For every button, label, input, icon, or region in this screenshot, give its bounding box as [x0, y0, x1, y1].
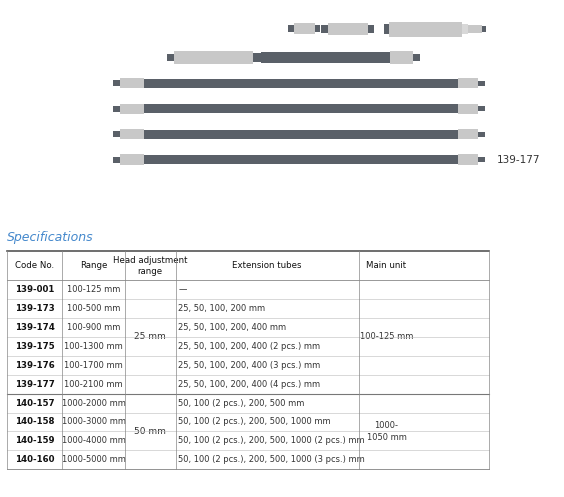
Text: 1000-2000 mm: 1000-2000 mm	[61, 399, 126, 408]
Bar	[113, 106, 120, 112]
Text: 50, 100 (2 pcs.), 200, 500, 1000 (3 pcs.) mm: 50, 100 (2 pcs.), 200, 500, 1000 (3 pcs.…	[178, 455, 365, 464]
Text: 25, 50, 100, 200, 400 (2 pcs.) mm: 25, 50, 100, 200, 400 (2 pcs.) mm	[178, 342, 320, 351]
Text: Range: Range	[80, 261, 107, 270]
Text: 50, 100 (2 pcs.), 200, 500 mm: 50, 100 (2 pcs.), 200, 500 mm	[178, 399, 305, 408]
Text: 139-177: 139-177	[15, 380, 55, 389]
Bar	[144, 130, 152, 139]
Text: 25, 50, 100, 200 mm: 25, 50, 100, 200 mm	[178, 304, 266, 313]
Text: 139-174: 139-174	[15, 323, 55, 332]
Text: Code No.: Code No.	[15, 261, 54, 270]
Text: 100-900 mm: 100-900 mm	[67, 323, 120, 332]
Text: Specifications: Specifications	[7, 231, 94, 244]
Bar	[482, 26, 486, 32]
Bar	[458, 129, 478, 139]
Bar	[478, 157, 485, 162]
Bar	[152, 79, 458, 88]
Text: 100-500 mm: 100-500 mm	[67, 304, 120, 313]
Bar	[144, 155, 152, 164]
Text: 139-173: 139-173	[15, 304, 54, 313]
Text: 50, 100 (2 pcs.), 200, 500, 1000 (2 pcs.) mm: 50, 100 (2 pcs.), 200, 500, 1000 (2 pcs.…	[178, 436, 365, 445]
Text: 140-157: 140-157	[15, 399, 54, 408]
Text: 25 mm: 25 mm	[134, 332, 166, 341]
Text: 50, 100 (2 pcs.), 200, 500, 1000 mm: 50, 100 (2 pcs.), 200, 500, 1000 mm	[178, 417, 331, 426]
Bar	[458, 104, 478, 114]
Text: Metric: Metric	[17, 238, 55, 248]
Bar	[113, 80, 120, 86]
Text: Head adjustment
range: Head adjustment range	[113, 256, 187, 276]
Bar	[152, 155, 458, 164]
Bar	[462, 24, 468, 34]
Text: 100-2100 mm: 100-2100 mm	[64, 380, 123, 389]
Bar	[478, 106, 485, 111]
Text: 139-001: 139-001	[15, 285, 54, 294]
Bar	[113, 157, 120, 163]
Text: Extension tubes: Extension tubes	[232, 261, 302, 270]
Bar	[288, 25, 294, 32]
Text: 100-1300 mm: 100-1300 mm	[64, 342, 123, 351]
Text: 140-158: 140-158	[15, 417, 54, 426]
Bar	[120, 104, 144, 114]
Bar	[167, 54, 174, 61]
Bar	[468, 25, 482, 33]
Bar	[478, 81, 485, 86]
Bar	[152, 130, 458, 139]
Bar	[321, 25, 328, 33]
Bar	[294, 23, 315, 34]
Text: Main unit: Main unit	[367, 261, 407, 270]
Bar	[253, 53, 261, 62]
Text: 50 mm: 50 mm	[134, 427, 166, 436]
Text: 100-1700 mm: 100-1700 mm	[64, 361, 123, 370]
Text: 1000-5000 mm: 1000-5000 mm	[61, 455, 126, 464]
Text: 139-175: 139-175	[15, 342, 54, 351]
Bar	[478, 132, 485, 137]
Bar	[113, 131, 120, 137]
Bar	[120, 78, 144, 88]
Text: 100-125 mm: 100-125 mm	[67, 285, 120, 294]
Text: 25, 50, 100, 200, 400 (4 pcs.) mm: 25, 50, 100, 200, 400 (4 pcs.) mm	[178, 380, 320, 389]
Bar	[389, 22, 462, 36]
Text: 140-159: 140-159	[15, 436, 54, 445]
Bar	[174, 51, 253, 64]
Bar	[368, 25, 374, 33]
Bar	[413, 54, 420, 61]
Text: 1000-3000 mm: 1000-3000 mm	[61, 417, 126, 426]
Text: —: —	[178, 285, 187, 294]
Bar	[120, 155, 144, 165]
Bar	[458, 155, 478, 165]
Text: 139-177: 139-177	[496, 155, 540, 165]
Bar	[120, 129, 144, 139]
Text: 25, 50, 100, 200, 400 mm: 25, 50, 100, 200, 400 mm	[178, 323, 287, 332]
Text: 100-125 mm: 100-125 mm	[360, 332, 413, 341]
Bar	[390, 51, 413, 64]
Bar	[144, 104, 152, 113]
Text: 139-176: 139-176	[15, 361, 54, 370]
Bar	[328, 23, 368, 35]
Bar	[315, 25, 320, 32]
Bar	[458, 78, 478, 88]
Bar	[384, 24, 389, 34]
Bar	[144, 79, 152, 88]
Text: 1000-
1050 mm: 1000- 1050 mm	[367, 421, 407, 442]
Text: 140-160: 140-160	[15, 455, 54, 464]
Text: 25, 50, 100, 200, 400 (3 pcs.) mm: 25, 50, 100, 200, 400 (3 pcs.) mm	[178, 361, 320, 370]
Bar	[261, 52, 390, 63]
Bar	[152, 104, 458, 113]
Text: 1000-4000 mm: 1000-4000 mm	[61, 436, 126, 445]
